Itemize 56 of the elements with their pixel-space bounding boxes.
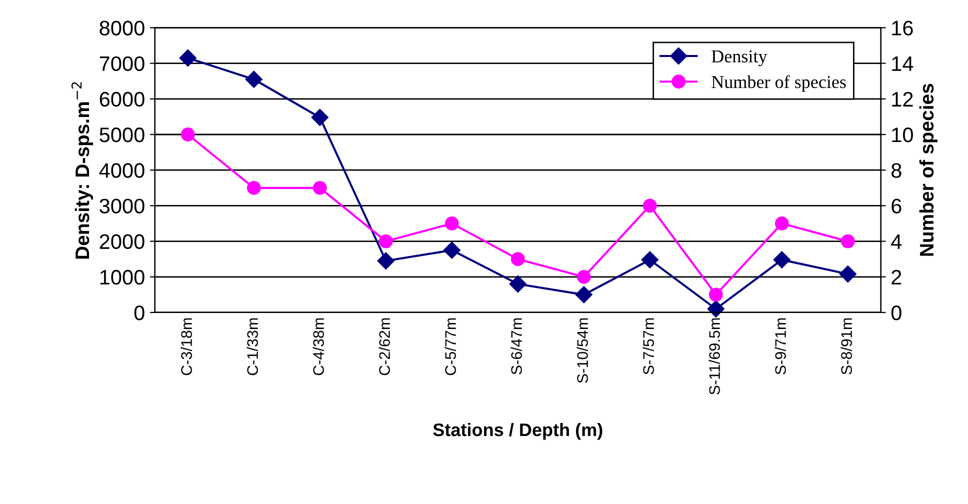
point	[642, 198, 657, 213]
point	[443, 242, 460, 259]
y-tick-label: 8000	[100, 20, 144, 36]
y-tick-label: 4000	[99, 163, 144, 178]
x-tick-label: S-11/69.5m	[708, 318, 720, 394]
x-tick-label: S-9/71m	[774, 318, 786, 374]
point	[707, 300, 724, 318]
y-tick-label: 2000	[100, 234, 144, 250]
point	[840, 234, 855, 248]
x-tick-label: S-7/57m	[642, 318, 654, 374]
y2-tick-label: 0	[891, 305, 902, 320]
legend-label: Density	[712, 50, 768, 66]
y2-tick-label: 6	[892, 198, 902, 214]
y-tick-label: 7000	[100, 56, 144, 72]
point	[246, 180, 261, 195]
y-tick-label: 6000	[100, 92, 144, 107]
point	[444, 216, 459, 230]
y-tick-label: 0	[134, 305, 144, 320]
x-tick-label: S-6/47m	[510, 318, 522, 374]
legend-label: Number of species	[712, 75, 846, 92]
x-tick-label: S-10/54m	[576, 318, 588, 383]
point	[510, 252, 525, 266]
y2-tick-label: 10	[892, 128, 913, 142]
y-tick-label: 5000	[100, 128, 144, 142]
y-axis-title: Density: D-sps.m$^{−2}$	[71, 82, 94, 259]
x-tick-label: C-2/62m	[378, 318, 390, 376]
x-tick-label: C-3/18m	[180, 318, 192, 376]
point	[509, 275, 526, 293]
x-axis-title: Stations / Depth (m)	[433, 422, 602, 440]
point	[311, 108, 328, 126]
point	[576, 270, 591, 284]
x-tick-label: C-5/77m	[444, 318, 456, 376]
point	[245, 70, 262, 88]
x-tick-label: C-4/38m	[312, 318, 324, 376]
y2-tick-label: 12	[892, 92, 913, 106]
point	[378, 234, 393, 248]
point	[641, 251, 658, 268]
y2-tick-label: 4	[891, 234, 902, 249]
y-tick-label: 1000	[100, 270, 144, 285]
x-tick-label: S-8/91m	[840, 318, 852, 374]
y2-tick-label: 8	[892, 163, 902, 178]
y-tick-label: 3000	[100, 198, 144, 214]
y2-tick-label: 2	[892, 270, 902, 284]
point	[575, 286, 592, 304]
point	[180, 128, 195, 142]
point	[774, 216, 789, 230]
point	[839, 265, 856, 283]
y2-tick-label: 16	[892, 20, 913, 36]
point	[708, 288, 723, 302]
point	[179, 49, 196, 67]
point	[312, 180, 327, 195]
y2-tick-label: 14	[892, 56, 914, 71]
y2-axis-title: Number of species	[919, 84, 938, 256]
point	[377, 252, 394, 270]
point	[773, 251, 790, 268]
x-tick-label: C-1/33m	[246, 318, 258, 376]
